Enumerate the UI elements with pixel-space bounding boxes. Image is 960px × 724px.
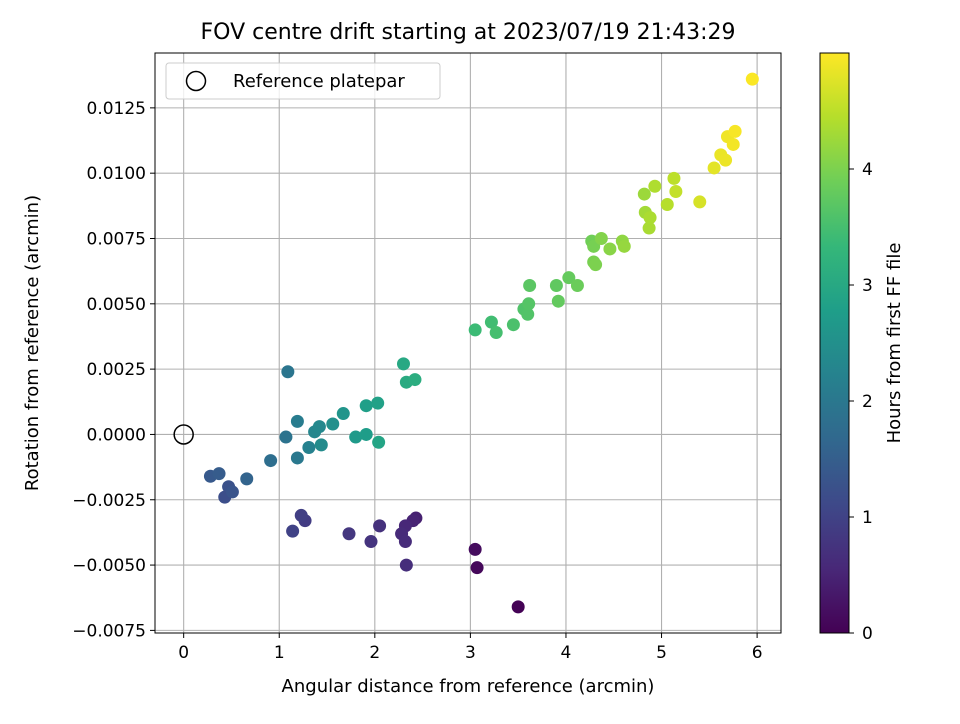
data-point xyxy=(523,279,537,293)
data-point xyxy=(648,179,662,193)
data-point xyxy=(603,242,617,256)
legend-box xyxy=(165,62,441,100)
legend-marker-circle xyxy=(185,70,207,92)
x-tick-label: 2 xyxy=(369,643,380,663)
data-point xyxy=(468,323,482,337)
data-point xyxy=(399,558,413,572)
data-point xyxy=(349,430,363,444)
colorbar xyxy=(819,52,850,634)
data-point xyxy=(637,187,651,201)
data-point xyxy=(212,467,226,481)
x-axis-label: Angular distance from reference (arcmin) xyxy=(282,676,655,697)
y-tick-label: −0.0075 xyxy=(72,621,146,641)
data-point xyxy=(302,441,316,455)
y-axis-label: Rotation from reference (arcmin) xyxy=(22,195,43,491)
data-point xyxy=(398,535,412,549)
data-point xyxy=(364,535,378,549)
data-point xyxy=(372,435,386,449)
data-point xyxy=(286,524,300,538)
x-tick-label: 1 xyxy=(274,643,285,663)
colorbar-tick-label: 4 xyxy=(862,160,873,180)
data-point xyxy=(707,161,721,175)
data-point xyxy=(290,414,304,428)
data-point xyxy=(314,438,328,452)
grid-lines xyxy=(155,53,781,633)
colorbar-label: Hours from first FF file xyxy=(884,243,905,444)
colorbar-ticks: 0 1 2 3 4 xyxy=(849,160,873,644)
data-point xyxy=(589,258,603,272)
y-tick-label: −0.0050 xyxy=(72,556,146,576)
data-point xyxy=(468,542,482,556)
colorbar-tick-label: 1 xyxy=(862,508,873,528)
data-point xyxy=(551,294,565,308)
data-point xyxy=(549,279,563,293)
data-point xyxy=(669,184,683,198)
colorbar-tick-label: 3 xyxy=(862,276,873,296)
data-point xyxy=(522,297,536,311)
plot-frame xyxy=(154,52,782,634)
data-point xyxy=(617,239,631,253)
colorbar-tick-label: 0 xyxy=(862,624,873,644)
y-tick-label: 0.0125 xyxy=(87,99,146,119)
data-point xyxy=(294,508,308,522)
x-tick-label: 3 xyxy=(465,643,476,663)
y-tick-label: 0.0075 xyxy=(87,229,146,249)
data-point xyxy=(359,399,373,413)
colorbar-tick-label: 2 xyxy=(862,392,873,412)
data-point xyxy=(594,231,608,245)
y-tick-label: 0.0100 xyxy=(87,164,146,184)
legend-label: Reference platepar xyxy=(233,71,405,92)
data-point xyxy=(371,396,385,410)
data-point xyxy=(264,454,278,468)
data-point xyxy=(326,417,340,431)
x-tick-label: 0 xyxy=(178,643,189,663)
y-axis-ticks: −0.0075 −0.0050 −0.0025 0.0000 0.0025 0.0050 0… xyxy=(72,99,155,641)
data-points xyxy=(203,72,759,614)
data-point xyxy=(281,365,295,379)
data-point xyxy=(359,427,373,441)
data-point xyxy=(336,407,350,421)
data-point xyxy=(728,124,742,138)
x-tick-label: 6 xyxy=(752,643,763,663)
data-point xyxy=(279,430,293,444)
data-point xyxy=(667,171,681,185)
data-point xyxy=(342,527,356,541)
data-point xyxy=(290,451,304,465)
data-point xyxy=(470,561,484,575)
y-tick-label: −0.0025 xyxy=(72,491,146,511)
data-point xyxy=(489,326,503,340)
x-tick-label: 5 xyxy=(656,643,667,663)
data-point xyxy=(312,420,326,434)
data-point xyxy=(521,307,535,321)
legend: Reference platepar xyxy=(165,62,441,100)
data-point xyxy=(408,373,422,387)
chart-title: FOV centre drift starting at 2023/07/19 … xyxy=(201,20,736,45)
data-point xyxy=(484,315,498,329)
data-point xyxy=(225,485,239,499)
data-point xyxy=(660,198,674,212)
y-tick-label: 0.0050 xyxy=(87,295,146,315)
data-point xyxy=(719,153,733,167)
data-point xyxy=(642,221,656,235)
data-point xyxy=(396,357,410,371)
data-point xyxy=(726,137,740,151)
reference-platepar-marker xyxy=(173,424,194,445)
x-axis-ticks: 0 1 2 3 4 5 6 xyxy=(178,633,763,663)
data-point xyxy=(570,279,584,293)
data-point xyxy=(240,472,254,486)
x-tick-label: 4 xyxy=(561,643,572,663)
data-point xyxy=(693,195,707,209)
data-point xyxy=(506,318,520,332)
data-point xyxy=(562,271,576,285)
y-tick-label: 0.0000 xyxy=(87,425,146,445)
data-point xyxy=(511,600,525,614)
data-point xyxy=(373,519,387,533)
data-point xyxy=(643,211,657,225)
data-point xyxy=(745,72,759,86)
y-tick-label: 0.0025 xyxy=(87,360,146,380)
